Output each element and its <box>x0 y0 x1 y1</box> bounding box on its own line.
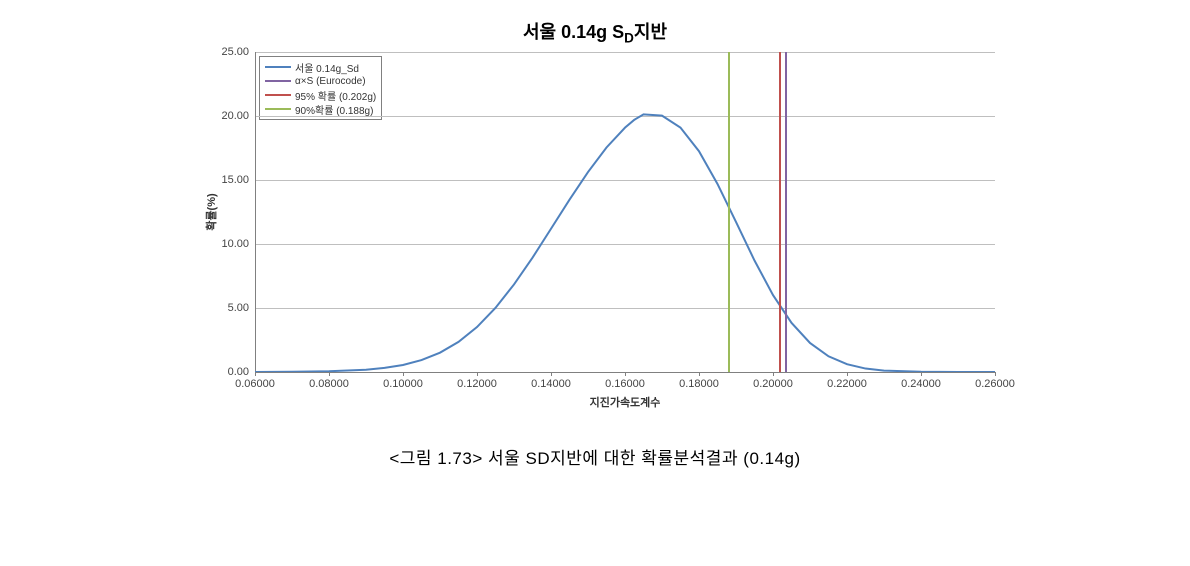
chart-title: 서울 0.14g SD지반 <box>0 18 1190 46</box>
y-axis-label: 확률(%) <box>203 193 219 230</box>
x-tick-label: 0.26000 <box>975 372 1015 390</box>
x-tick-label: 0.18000 <box>679 372 719 390</box>
x-axis <box>255 372 995 373</box>
x-tick-label: 0.08000 <box>309 372 349 390</box>
x-tick-label: 0.24000 <box>901 372 941 390</box>
x-tick-label: 0.10000 <box>383 372 423 390</box>
x-tick-label: 0.20000 <box>753 372 793 390</box>
curve-svg <box>255 52 995 372</box>
reference-line <box>779 52 781 372</box>
x-axis-label: 지진가속도계수 <box>590 394 661 410</box>
y-tick-label: 15.00 <box>221 174 255 186</box>
y-tick-label: 25.00 <box>221 46 255 58</box>
y-tick-label: 5.00 <box>228 302 255 314</box>
x-tick-label: 0.22000 <box>827 372 867 390</box>
reference-line <box>728 52 730 372</box>
y-tick-label: 20.00 <box>221 110 255 122</box>
x-tick-label: 0.12000 <box>457 372 497 390</box>
figure-caption: <그림 1.73> 서울 SD지반에 대한 확률분석결과 (0.14g) <box>0 444 1190 469</box>
plot-area: 확률(%) 지진가속도계수 서울 0.14g_Sdα×S (Eurocode)9… <box>255 52 995 372</box>
y-tick-label: 10.00 <box>221 238 255 250</box>
reference-line <box>785 52 787 372</box>
x-tick-label: 0.16000 <box>605 372 645 390</box>
x-tick-label: 0.14000 <box>531 372 571 390</box>
x-tick-label: 0.06000 <box>235 372 275 390</box>
series-curve <box>255 114 995 372</box>
page: 서울 0.14g SD지반 확률(%) 지진가속도계수 서울 0.14g_Sdα… <box>0 0 1190 566</box>
